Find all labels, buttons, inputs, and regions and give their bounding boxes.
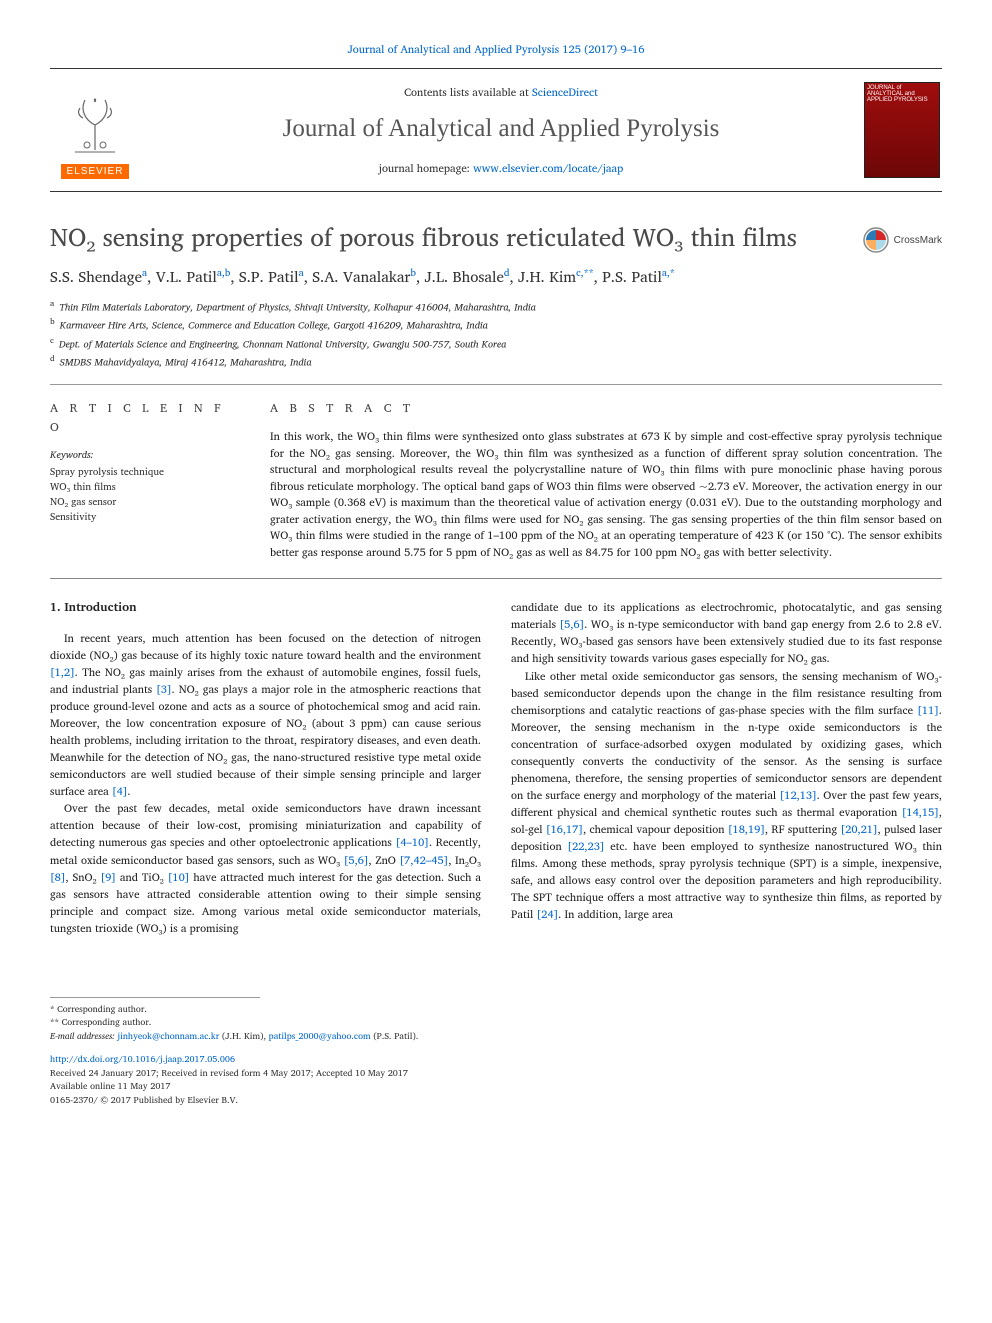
keyword: Spray pyrolysis technique: [50, 465, 240, 480]
ref-link[interactable]: [24]: [537, 905, 559, 923]
article-meta-footer: http://dx.doi.org/10.1016/j.jaap.2017.05…: [50, 1052, 942, 1106]
body-paragraph: In recent years, much attention has been…: [50, 630, 481, 800]
crossmark-icon: [862, 226, 890, 254]
article-title: NO₂ sensing properties of porous fibrous…: [50, 222, 852, 252]
doi-link[interactable]: http://dx.doi.org/10.1016/j.jaap.2017.05…: [50, 1051, 235, 1066]
affiliation-line: c Dept. of Materials Science and Enginee…: [50, 334, 942, 352]
divider: [50, 578, 942, 579]
ref-link[interactable]: [16,17]: [546, 820, 583, 838]
journal-title: Journal of Analytical and Applied Pyroly…: [150, 115, 852, 143]
homepage-line: journal homepage: www.elsevier.com/locat…: [150, 159, 852, 177]
journal-cover-thumbnail: JOURNAL of ANALYTICAL and APPLIED PYROLY…: [864, 82, 940, 178]
body-paragraph: Over the past few decades, metal oxide s…: [50, 800, 481, 936]
body-two-column: 1. Introduction In recent years, much at…: [50, 599, 942, 936]
top-citation-link[interactable]: Journal of Analytical and Applied Pyroly…: [347, 40, 644, 58]
contents-line: Contents lists available at ScienceDirec…: [150, 83, 852, 101]
body-paragraph: candidate due to its applications as ele…: [511, 599, 942, 667]
ref-link[interactable]: [8]: [50, 868, 66, 886]
email-link[interactable]: jinhyeok@chonnam.ac.kr: [117, 1028, 219, 1043]
keyword: WO₃ thin films: [50, 480, 240, 495]
copyright-line: 0165-2370/ © 2017 Published by Elsevier …: [50, 1093, 942, 1107]
footnotes: * Corresponding author. ** Corresponding…: [50, 998, 942, 1043]
article-info-heading: A R T I C L E I N F O: [50, 399, 240, 437]
ref-link[interactable]: [14,15]: [902, 803, 939, 821]
ref-link[interactable]: [18,19]: [728, 820, 765, 838]
footnote-emails: E-mail addresses: jinhyeok@chonnam.ac.kr…: [50, 1029, 942, 1043]
ref-link[interactable]: [1,2]: [50, 663, 75, 681]
abstract-text: In this work, the WO₃ thin films were sy…: [270, 428, 942, 560]
ref-link[interactable]: [7,42–45]: [399, 851, 448, 869]
sciencedirect-link[interactable]: ScienceDirect: [532, 83, 598, 101]
affiliation-line: b Karmaveer Hire Arts, Science, Commerce…: [50, 315, 942, 333]
email-link[interactable]: patilps_2000@yahoo.com: [269, 1028, 371, 1043]
top-citation: Journal of Analytical and Applied Pyroly…: [50, 40, 942, 58]
keywords-label: Keywords:: [50, 447, 240, 463]
ref-link[interactable]: [11]: [917, 701, 939, 719]
keyword: NO₂ gas sensor: [50, 495, 240, 510]
keywords-list: Spray pyrolysis technique WO₃ thin films…: [50, 465, 240, 525]
ref-link[interactable]: [12,13]: [780, 786, 817, 804]
journal-header: ELSEVIER Contents lists available at Sci…: [50, 68, 942, 192]
ref-link[interactable]: [4]: [112, 782, 128, 800]
ref-link[interactable]: [4–10]: [396, 833, 429, 851]
keyword: Sensitivity: [50, 510, 240, 525]
footnote-line: * Corresponding author.: [50, 1002, 942, 1016]
ref-link[interactable]: [5,6]: [560, 615, 585, 633]
publisher-label: ELSEVIER: [61, 164, 130, 179]
body-paragraph: Like other metal oxide semiconductor gas…: [511, 668, 942, 924]
section-heading: 1. Introduction: [50, 599, 481, 618]
ref-link[interactable]: [3]: [156, 680, 172, 698]
ref-link[interactable]: [9]: [100, 868, 116, 886]
footnote-line: ** Corresponding author.: [50, 1015, 942, 1029]
abstract-heading: A B S T R A C T: [270, 399, 942, 418]
received-line: Received 24 January 2017; Received in re…: [50, 1066, 942, 1080]
divider: [50, 384, 942, 385]
author-list: S.S. Shendagea, V.L. Patila,b, S.P. Pati…: [50, 264, 942, 289]
elsevier-tree-icon: [65, 90, 125, 160]
crossmark-label: CrossMark: [894, 235, 942, 246]
ref-link[interactable]: [10]: [168, 868, 190, 886]
ref-link[interactable]: [22,23]: [567, 837, 604, 855]
affiliation-line: d SMDBS Mahavidyalaya, Miraj 416412, Mah…: [50, 352, 942, 370]
ref-link[interactable]: [20,21]: [841, 820, 878, 838]
crossmark-badge[interactable]: CrossMark: [862, 226, 942, 254]
available-line: Available online 11 May 2017: [50, 1079, 942, 1093]
publisher-logo-block: ELSEVIER: [50, 77, 140, 183]
affiliations: a Thin Film Materials Laboratory, Depart…: [50, 297, 942, 370]
ref-link[interactable]: [5,6]: [344, 851, 369, 869]
affiliation-line: a Thin Film Materials Laboratory, Depart…: [50, 297, 942, 315]
journal-homepage-link[interactable]: www.elsevier.com/locate/jaap: [473, 159, 623, 177]
